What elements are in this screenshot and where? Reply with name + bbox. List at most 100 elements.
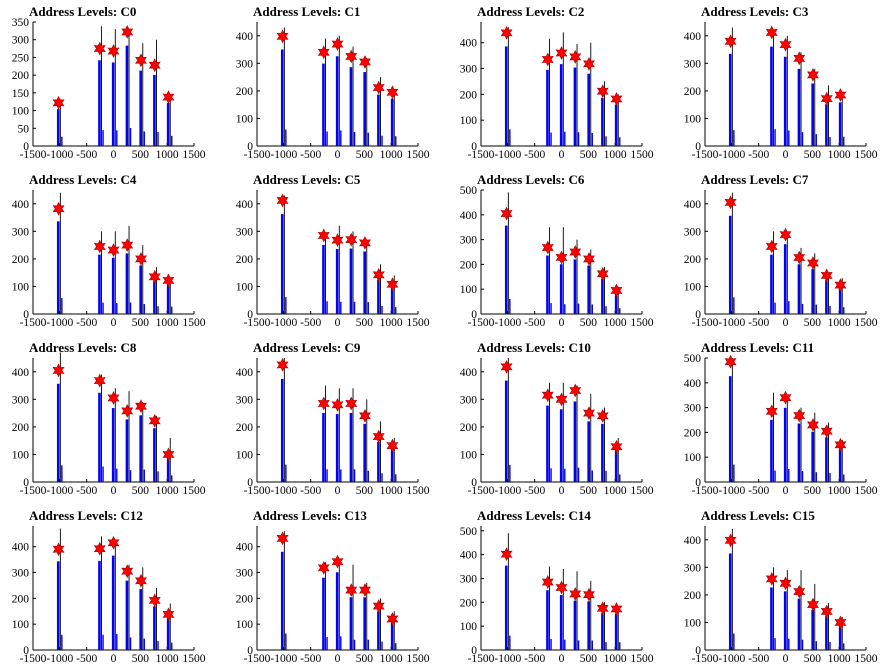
bar: [335, 414, 339, 482]
x-tick-label: -1000: [46, 485, 73, 497]
x-tick-label: 500: [132, 317, 150, 329]
y-tick-label: 150: [12, 88, 30, 100]
bar: [280, 551, 284, 650]
star-marker: [779, 576, 792, 591]
x-tick-label: 1500: [631, 317, 654, 329]
chart-panel-c0: 0 50 100 150 200 250 300 350 -1500 -1000 -500 0 500 1…: [0, 0, 224, 168]
chart-svg: 0 100 200 300 400 -1500 -1000 -500 0 500 1000 1500: [460, 22, 654, 161]
star-marker: [555, 580, 568, 595]
star-marker: [807, 597, 819, 612]
x-tick-label: 0: [111, 653, 117, 665]
y-tick-label: 100: [460, 449, 478, 461]
x-tick-label: 1500: [855, 317, 878, 329]
bar-secondary: [605, 470, 607, 482]
bar: [280, 378, 284, 482]
bar: [825, 104, 828, 146]
star-marker: [372, 599, 385, 613]
star-marker: [500, 206, 513, 221]
star-marker: [121, 25, 134, 39]
bar-secondary: [102, 634, 104, 650]
bar-secondary: [326, 301, 328, 314]
star-marker: [331, 397, 344, 412]
y-tick-label: 0: [247, 141, 253, 153]
star-marker: [162, 90, 175, 104]
y-tick-label: 100: [12, 106, 30, 118]
y-tick-label: 400: [684, 31, 702, 43]
chart-panel-c15: 0 100 200 300 400 -1500 -1000 -500 0 500 1000 1500 A…: [672, 504, 896, 672]
bar-secondary: [381, 641, 383, 650]
star-marker: [331, 554, 344, 569]
star-marker: [107, 535, 120, 550]
chart-panel-c7: 0 100 200 300 400 -1500 -1000 -500 0 500 1000 1500 A…: [672, 168, 896, 336]
chart-panel-c8: 0 100 200 300 400 -1500 -1000 -500 0 500 1000 1500 A…: [0, 336, 224, 504]
chart-title: Address Levels: C14: [477, 508, 591, 523]
bar-secondary: [157, 640, 159, 650]
bar: [111, 62, 115, 147]
bar-secondary: [171, 306, 173, 314]
x-tick-label: 1000: [604, 317, 627, 329]
y-tick-label: 200: [460, 597, 478, 609]
bar-secondary: [381, 305, 383, 314]
bar-secondary: [550, 132, 552, 146]
bar: [125, 253, 129, 314]
bar: [587, 265, 590, 314]
chart-panel-c4: 0 100 200 300 400 -1500 -1000 -500 0 500 1000 1500 A…: [0, 168, 224, 336]
x-tick-label: -1500: [244, 485, 271, 497]
y-tick-label: 200: [236, 86, 254, 98]
x-tick-label: 500: [132, 485, 150, 497]
chart-panel-c3: 0 100 200 300 400 -1500 -1000 -500 0 500 1000 1500 A…: [672, 0, 896, 168]
x-tick-label: -1000: [270, 485, 297, 497]
y-tick-label: 100: [12, 449, 30, 461]
bar-secondary: [340, 636, 342, 650]
x-tick-label: -1000: [270, 653, 297, 665]
x-tick-label: -1500: [244, 317, 271, 329]
bar-secondary: [509, 635, 511, 650]
star-marker: [779, 390, 792, 405]
chart-title: Address Levels: C0: [29, 4, 137, 19]
bar: [838, 288, 842, 314]
bar-secondary: [340, 469, 342, 482]
star-marker: [765, 572, 778, 586]
star-marker: [793, 584, 806, 599]
star-marker: [583, 587, 595, 602]
x-tick-label: -1000: [718, 149, 745, 161]
bar-secondary: [129, 128, 132, 146]
star-marker: [121, 564, 134, 579]
y-tick-label: 0: [471, 645, 477, 657]
bar: [139, 415, 142, 482]
bar-secondary: [829, 472, 831, 482]
bar: [390, 287, 394, 314]
bar: [322, 63, 325, 146]
y-tick-label: 300: [236, 568, 254, 580]
star-marker: [331, 37, 344, 51]
bar-secondary: [815, 472, 817, 482]
bar: [825, 616, 828, 650]
chart-svg: 0 100 200 300 400 -1500 -1000 -500 0 500 1000 1500: [460, 358, 654, 497]
bar: [770, 587, 773, 650]
x-tick-label: 0: [335, 149, 341, 161]
x-tick-label: 1500: [407, 317, 430, 329]
y-tick-label: 300: [12, 394, 30, 406]
x-tick-label: 0: [111, 149, 117, 161]
bar: [98, 560, 101, 650]
x-tick-label: 1500: [183, 149, 206, 161]
x-tick-label: 0: [335, 485, 341, 497]
chart-title: Address Levels: C3: [701, 4, 809, 19]
bar: [335, 56, 339, 146]
x-tick-label: -1500: [692, 149, 719, 161]
x-tick-label: 0: [335, 317, 341, 329]
bar: [153, 606, 156, 650]
star-marker: [276, 358, 289, 372]
bar-secondary: [395, 307, 397, 314]
bar-secondary: [843, 643, 845, 650]
bar: [614, 450, 618, 482]
x-tick-label: 1500: [183, 317, 206, 329]
star-marker: [52, 542, 65, 557]
bar-secondary: [733, 633, 735, 650]
chart-svg: 0 100 200 300 400 500 -1500 -1000 -500 0 500 1000 15…: [460, 526, 654, 665]
star-marker: [765, 25, 778, 40]
bar: [587, 73, 590, 146]
x-tick-label: 1000: [604, 653, 627, 665]
y-tick-label: 0: [695, 477, 701, 489]
x-tick-label: 500: [356, 485, 374, 497]
